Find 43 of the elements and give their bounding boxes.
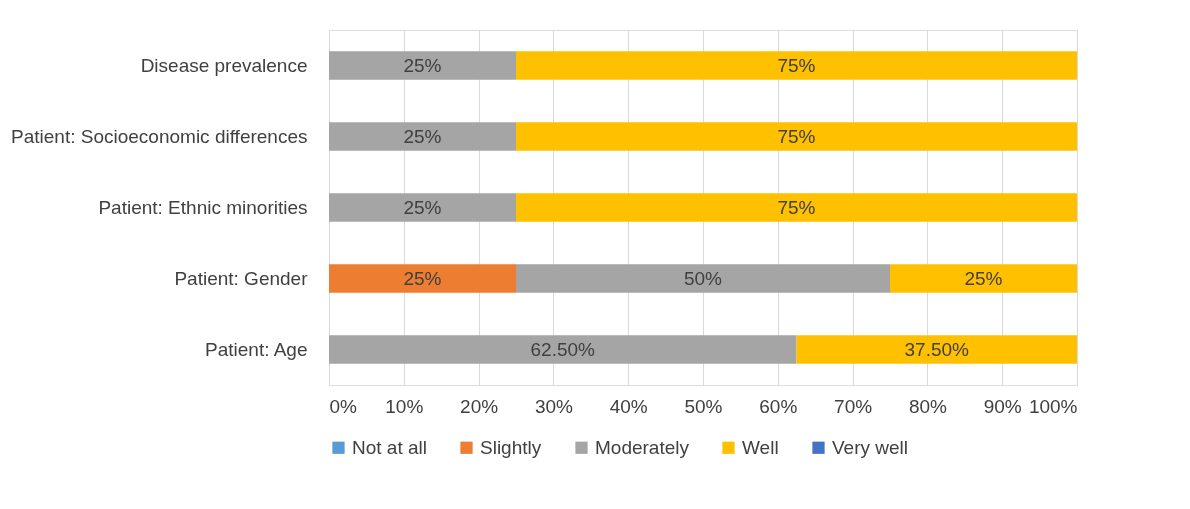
x-tick-label: 20%	[460, 395, 499, 417]
data-label: 75%	[777, 125, 816, 147]
bar	[329, 51, 516, 80]
data-label: 62.50%	[530, 338, 596, 360]
data-label: 75%	[777, 54, 816, 76]
x-tick-label: 80%	[908, 395, 948, 417]
bar	[796, 335, 1077, 364]
x-tick-label: 100%	[1028, 395, 1078, 417]
bar	[329, 264, 516, 293]
y-tick-label: Patient: Ethnic minorities	[98, 196, 308, 218]
x-tick-label: 50%	[684, 395, 723, 417]
x-tick-label: 60%	[759, 395, 798, 417]
legend-label: Well	[742, 436, 779, 458]
y-tick-label: Patient: Age	[205, 338, 308, 360]
legend-label: Very well	[832, 436, 909, 458]
legend-label: Slightly	[480, 436, 542, 458]
legend-label: Not at all	[352, 436, 427, 458]
data-label: 25%	[403, 196, 442, 218]
data-label: 37.50%	[904, 338, 970, 360]
y-tick-label: Disease prevalence	[140, 54, 308, 76]
x-tick-label: 10%	[385, 395, 424, 417]
x-tick-label: 40%	[609, 395, 648, 417]
bar	[329, 335, 797, 364]
data-label: 25%	[403, 267, 442, 289]
data-label: 25%	[403, 125, 442, 147]
bar	[329, 193, 516, 222]
x-tick-label: 90%	[983, 395, 1022, 417]
bar	[516, 51, 1077, 80]
data-label: 25%	[964, 267, 1003, 289]
bar	[329, 122, 516, 151]
data-label: 75%	[777, 196, 816, 218]
x-tick-label: 30%	[534, 395, 574, 417]
bar	[516, 122, 1077, 151]
y-tick-label: Patient: Socioeconomic differences	[11, 125, 308, 147]
data-label: 25%	[403, 54, 442, 76]
data-label: 50%	[683, 267, 723, 289]
legend-label: Moderately	[595, 436, 690, 458]
y-tick-label: Patient: Gender	[174, 267, 309, 289]
bar	[890, 264, 1077, 293]
x-tick-label: 70%	[834, 395, 873, 417]
x-tick-label: 0%	[329, 395, 358, 417]
bar	[516, 193, 1077, 222]
bar	[516, 264, 890, 293]
